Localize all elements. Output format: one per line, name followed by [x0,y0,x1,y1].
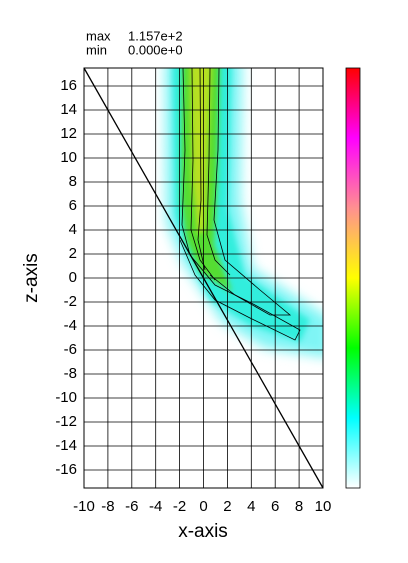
diagonal-line [83,67,324,489]
y-tick-label: -12 [55,413,77,430]
field [165,68,323,357]
y-tick-label: 4 [69,221,77,238]
x-tick-label: 0 [199,498,207,515]
y-axis-label: z-axis [21,253,42,303]
y-tick-label: -10 [55,389,77,406]
min-value: 0.000e+0 [128,42,183,57]
contour-line [179,68,301,341]
x-tick-label: 8 [295,498,303,515]
y-tick-label: 6 [69,197,77,214]
x-tick-label: -2 [173,498,186,515]
y-tick-label: -8 [64,365,77,382]
y-tick-label: 16 [60,77,77,94]
y-tick-label: 0 [69,269,77,286]
x-tick-label: -6 [125,498,138,515]
y-tick-label: -4 [64,317,77,334]
x-tick-label: 4 [247,498,255,515]
y-tick-label: -14 [55,437,77,454]
x-axis-label: x-axis [178,521,228,542]
y-tick-label: -6 [64,341,77,358]
x-tick-label: 10 [315,498,332,515]
grid [83,68,324,488]
plot-frame [83,67,324,489]
y-tick-label: 12 [60,125,77,142]
y-tick-label: -2 [64,293,77,310]
y-tick-label: 8 [69,173,77,190]
x-tick-label: -10 [73,498,95,515]
y-tick-label: -16 [55,461,77,478]
x-tick-label: 6 [271,498,279,515]
max-text: max [86,28,111,43]
x-tick-label: 2 [223,498,231,515]
x-tick-label: -4 [149,498,162,515]
y-tick-label: 2 [69,245,77,262]
min-text: min [86,42,107,57]
y-tick-label: 10 [60,149,77,166]
contour-line [206,68,231,276]
max-value: 1.157e+2 [128,28,183,43]
x-tick-label: -8 [101,498,114,515]
y-tick-label: 14 [60,101,77,118]
colorbar [345,67,361,489]
